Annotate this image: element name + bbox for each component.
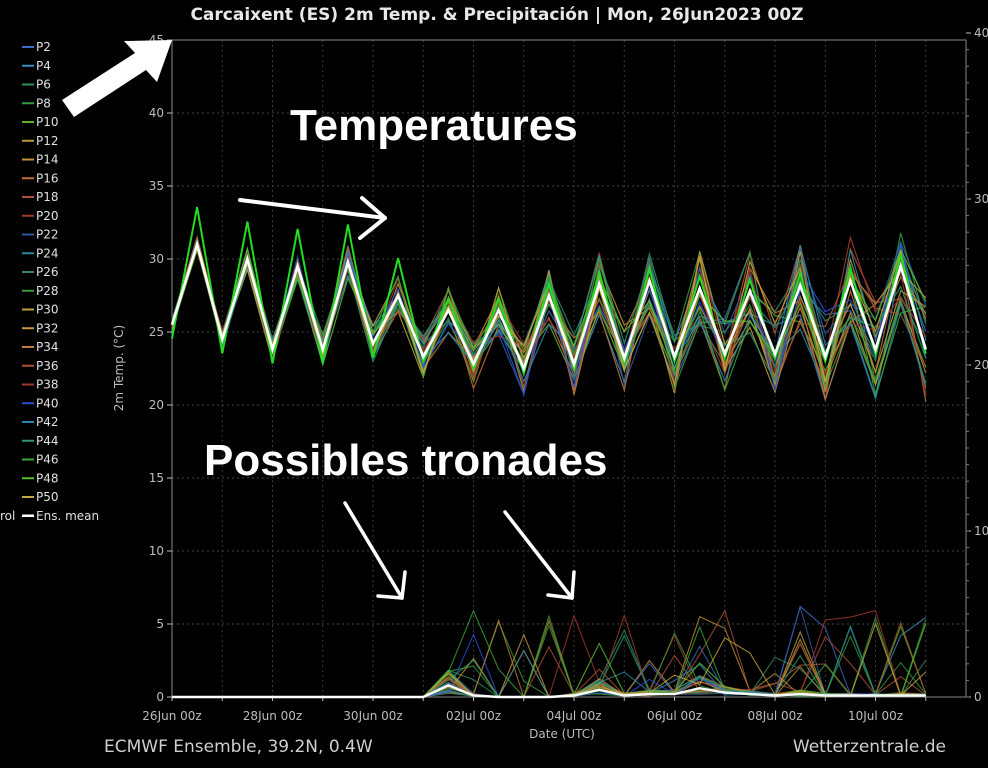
x-tick-label: 30Jun 00z [343, 709, 402, 723]
legend-entry-P26: P26 [36, 265, 59, 279]
arrow-temperatures [238, 196, 387, 240]
legend-entry-P6: P6 [36, 78, 51, 92]
legend-entry-P10: P10 [36, 115, 59, 129]
legend-entry-P30: P30 [36, 303, 59, 317]
legend-entry-P8: P8 [36, 96, 51, 110]
legend-entry-mean: Ens. mean [36, 509, 99, 523]
y-tick-label: 40 [149, 106, 164, 120]
x-axis-ticks: 26Jun 00z 28Jun 00z 30Jun 00z 02Jul 00z 04Ju… [142, 697, 927, 723]
x-tick-label: 08Jul 00z [747, 709, 802, 723]
legend-entry-P28: P28 [36, 284, 59, 298]
legend-entry-P36: P36 [36, 359, 59, 373]
legend-entry-P22: P22 [36, 228, 59, 242]
y2-tick-label: 10 [974, 524, 988, 538]
legend-entry-P12: P12 [36, 134, 59, 148]
member-temp-line-P22 [171, 240, 927, 397]
x-tick-label: 04Jul 00z [546, 709, 601, 723]
y2-tick-label: 40 [974, 26, 988, 40]
ensemble-mean [170, 206, 928, 699]
y2-tick-label: 30 [974, 192, 988, 206]
legend-entry-P48: P48 [36, 471, 59, 485]
legend-entry-P18: P18 [36, 190, 59, 204]
y-tick-label: 25 [149, 325, 164, 339]
y-tick-label: 30 [149, 252, 164, 266]
legend-entry-P44: P44 [36, 434, 59, 448]
legend-entry-P40: P40 [36, 396, 59, 410]
member-temp-line-P16 [171, 237, 927, 402]
legend-entry-P46: P46 [36, 453, 59, 467]
y2-tick-label: 20 [974, 358, 988, 372]
y-tick-label: 15 [149, 471, 164, 485]
big-arrow-annotation [62, 40, 172, 117]
y-tick-label: 5 [156, 617, 164, 631]
x-tick-label: 28Jun 00z [243, 709, 302, 723]
legend-entry-control-partial: rol [0, 509, 15, 523]
legend-entry-P38: P38 [36, 378, 59, 392]
y2-tick-label: 0 [974, 690, 982, 704]
legend-entry-P50: P50 [36, 490, 59, 504]
legend-entry-P42: P42 [36, 415, 59, 429]
chart-title: Carcaixent (ES) 2m Temp. & Precipitación… [190, 5, 803, 25]
y-tick-label: 0 [156, 690, 164, 704]
x-tick-label: 02Jul 00z [446, 709, 501, 723]
y2-axis-ticks: 0 10 20 30 40 [966, 26, 988, 704]
y-tick-label: 10 [149, 544, 164, 558]
legend: P2 P4 P6 P8 P10 P12 P14 P16 P18 P20 P22 P24 P26 P28 P3… [0, 40, 99, 523]
x-tick-label: 26Jun 00z [142, 709, 201, 723]
ens-mean-temp-line [170, 239, 928, 373]
control-temp-line [171, 206, 927, 377]
legend-entry-P20: P20 [36, 209, 59, 223]
x-tick-label: 10Jul 00z [848, 709, 903, 723]
arrow-storms-1 [343, 501, 407, 600]
y-tick-label: 20 [149, 398, 164, 412]
ens-mean-precip-line [172, 683, 926, 699]
footer-credit: Wetterzentrale.de [793, 737, 946, 757]
annotation-storms: Possibles tronades [204, 436, 607, 485]
arrow-storms-2 [503, 510, 576, 600]
legend-entry-P2: P2 [36, 40, 51, 54]
y-tick-label: 35 [149, 179, 164, 193]
legend-entry-P14: P14 [36, 153, 59, 167]
y-axis-label: 2m Temp. (°C) [112, 325, 126, 412]
annotation-temperatures: Temperatures [290, 101, 578, 150]
legend-entry-P4: P4 [36, 59, 51, 73]
legend-entry-P24: P24 [36, 246, 59, 260]
x-tick-label: 06Jul 00z [647, 709, 702, 723]
legend-entry-P34: P34 [36, 340, 59, 354]
legend-entry-P32: P32 [36, 321, 59, 335]
x-axis-label: Date (UTC) [529, 727, 595, 741]
footer-source: ECMWF Ensemble, 39.2N, 0.4W [104, 737, 373, 757]
legend-entry-P16: P16 [36, 171, 59, 185]
